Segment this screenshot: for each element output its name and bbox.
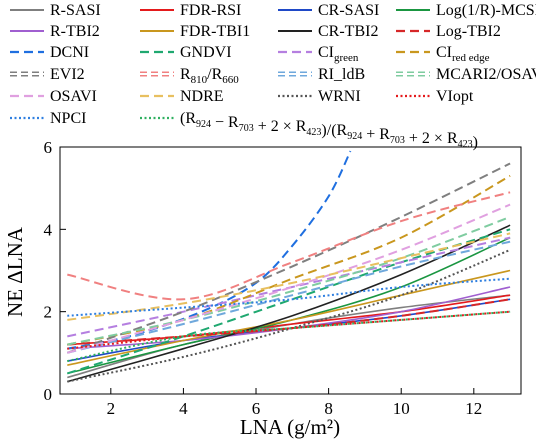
legend-item-viopt: VIopt (396, 88, 474, 105)
legend-label: DCNI (50, 44, 89, 61)
legend-label: RI_ldB (318, 66, 365, 83)
legend-label: R-SASI (50, 2, 101, 19)
y-tick-label: 0 (44, 385, 53, 404)
x-tick-label: 2 (107, 399, 116, 418)
legend-item-log-1-r-mcsi: Log(1/R)-MCSI (396, 2, 536, 19)
legend-item-fdr-tbi1: FDR-TBI1 (140, 23, 250, 40)
legend-label: NDRE (180, 88, 224, 105)
legend-item-wrni: WRNI (278, 88, 361, 105)
legend-label: WRNI (318, 88, 361, 105)
legend-item-mcari2-osavi2: MCARI2/OSAVI2 (396, 66, 536, 83)
legend-label: NPCI (50, 110, 86, 127)
legend-item-ri-ldb: RI_ldB (278, 66, 365, 83)
legend-label: CR-SASI (318, 2, 379, 19)
legend-label: FDR-RSI (180, 2, 241, 19)
legend-item-gndvi: GNDVI (140, 44, 232, 61)
x-axis-title: LNA (g/m²) (240, 415, 340, 439)
x-tick-label: 8 (324, 399, 333, 418)
legend-item-cr-sasi: CR-SASI (278, 2, 379, 19)
series-line-gndvi (66, 228, 511, 375)
legend-item-r924-r703-2-r423-r924-r703-2-r423: (R924 − R703 + 2 × R423)/(R924 + R703 + … (140, 110, 478, 151)
legend-label: R810/R660 (180, 66, 239, 86)
legend-item-r-tbi2: R-TBI2 (10, 23, 100, 40)
legend-item-cr-tbi2: CR-TBI2 (278, 23, 378, 40)
legend-label: EVI2 (50, 66, 85, 83)
legend-label: CIgreen (318, 44, 359, 64)
series-line-npci (67, 277, 511, 317)
legend-item-fdr-rsi: FDR-RSI (140, 2, 241, 19)
plot-frame (59, 146, 522, 395)
legend-label: VIopt (436, 88, 474, 105)
x-tick-label: 10 (393, 399, 410, 418)
series-line-viopt (67, 310, 511, 350)
plot-area: 2 4 6 8 10 12 0 2 4 6 (44, 138, 522, 418)
legend-item-r-810: R810/R660 (140, 66, 239, 86)
legend-label: OSAVI (50, 88, 97, 105)
legend-item-ci-green: CIgreen (278, 44, 359, 64)
legend-label: FDR-TBI1 (180, 23, 250, 40)
series-layer (66, 150, 511, 383)
series-line-dcni (67, 150, 352, 350)
series-line-ci-red-edge (67, 174, 511, 346)
legend-label: (R924 − R703 + 2 × R423)/(R924 + R703 + … (180, 110, 478, 151)
series-line-fdr-tbi1 (67, 269, 511, 366)
legend-label: R-TBI2 (50, 23, 100, 40)
legend-item-dcni: DCNI (10, 44, 89, 61)
legend-label: Log(1/R)-MCSI (436, 2, 536, 19)
legend-label: CIred edge (436, 44, 490, 64)
y-tick-label: 6 (44, 138, 53, 157)
y-axis-title: NE ΔLNA (3, 226, 27, 317)
y-tick-label: 2 (44, 303, 53, 322)
x-axis: 2 4 6 8 10 12 (107, 388, 482, 418)
legend-item-log-tbi2: Log-TBI2 (396, 23, 501, 40)
legend-item-ci-red-edge: CIred edge (396, 44, 490, 64)
legend-label: Log-TBI2 (436, 23, 501, 40)
legend-item-npci: NPCI (10, 110, 86, 127)
legend-item-ndre: NDRE (140, 88, 224, 105)
x-tick-label: 12 (465, 399, 482, 418)
series-line-r-sasi (67, 294, 511, 379)
legend: R-SASI FDR-RSI CR-SASI Log(1/R)-MCSI R-TBI2 F… (10, 2, 536, 151)
x-tick-label: 4 (179, 399, 188, 418)
series-line-ri-ldb (67, 240, 511, 354)
legend-label: GNDVI (180, 44, 232, 61)
y-tick-label: 4 (44, 220, 53, 239)
series-line-ndre (67, 232, 511, 321)
y-axis: 0 2 4 6 (44, 138, 66, 404)
series-line-r924-r703-2-r423-r924-r703-2-r423 (67, 310, 511, 363)
series-line-ci-green (67, 236, 511, 338)
legend-item-evi2: EVI2 (10, 66, 85, 83)
legend-item-r-sasi: R-SASI (10, 2, 101, 19)
legend-item-osavi: OSAVI (10, 88, 97, 105)
legend-label: MCARI2/OSAVI2 (436, 66, 536, 83)
series-line-mcari2-osavi2 (67, 216, 511, 346)
legend-label: CR-TBI2 (318, 23, 378, 40)
series-line-evi2 (66, 162, 511, 354)
x-tick-label: 6 (252, 399, 261, 418)
